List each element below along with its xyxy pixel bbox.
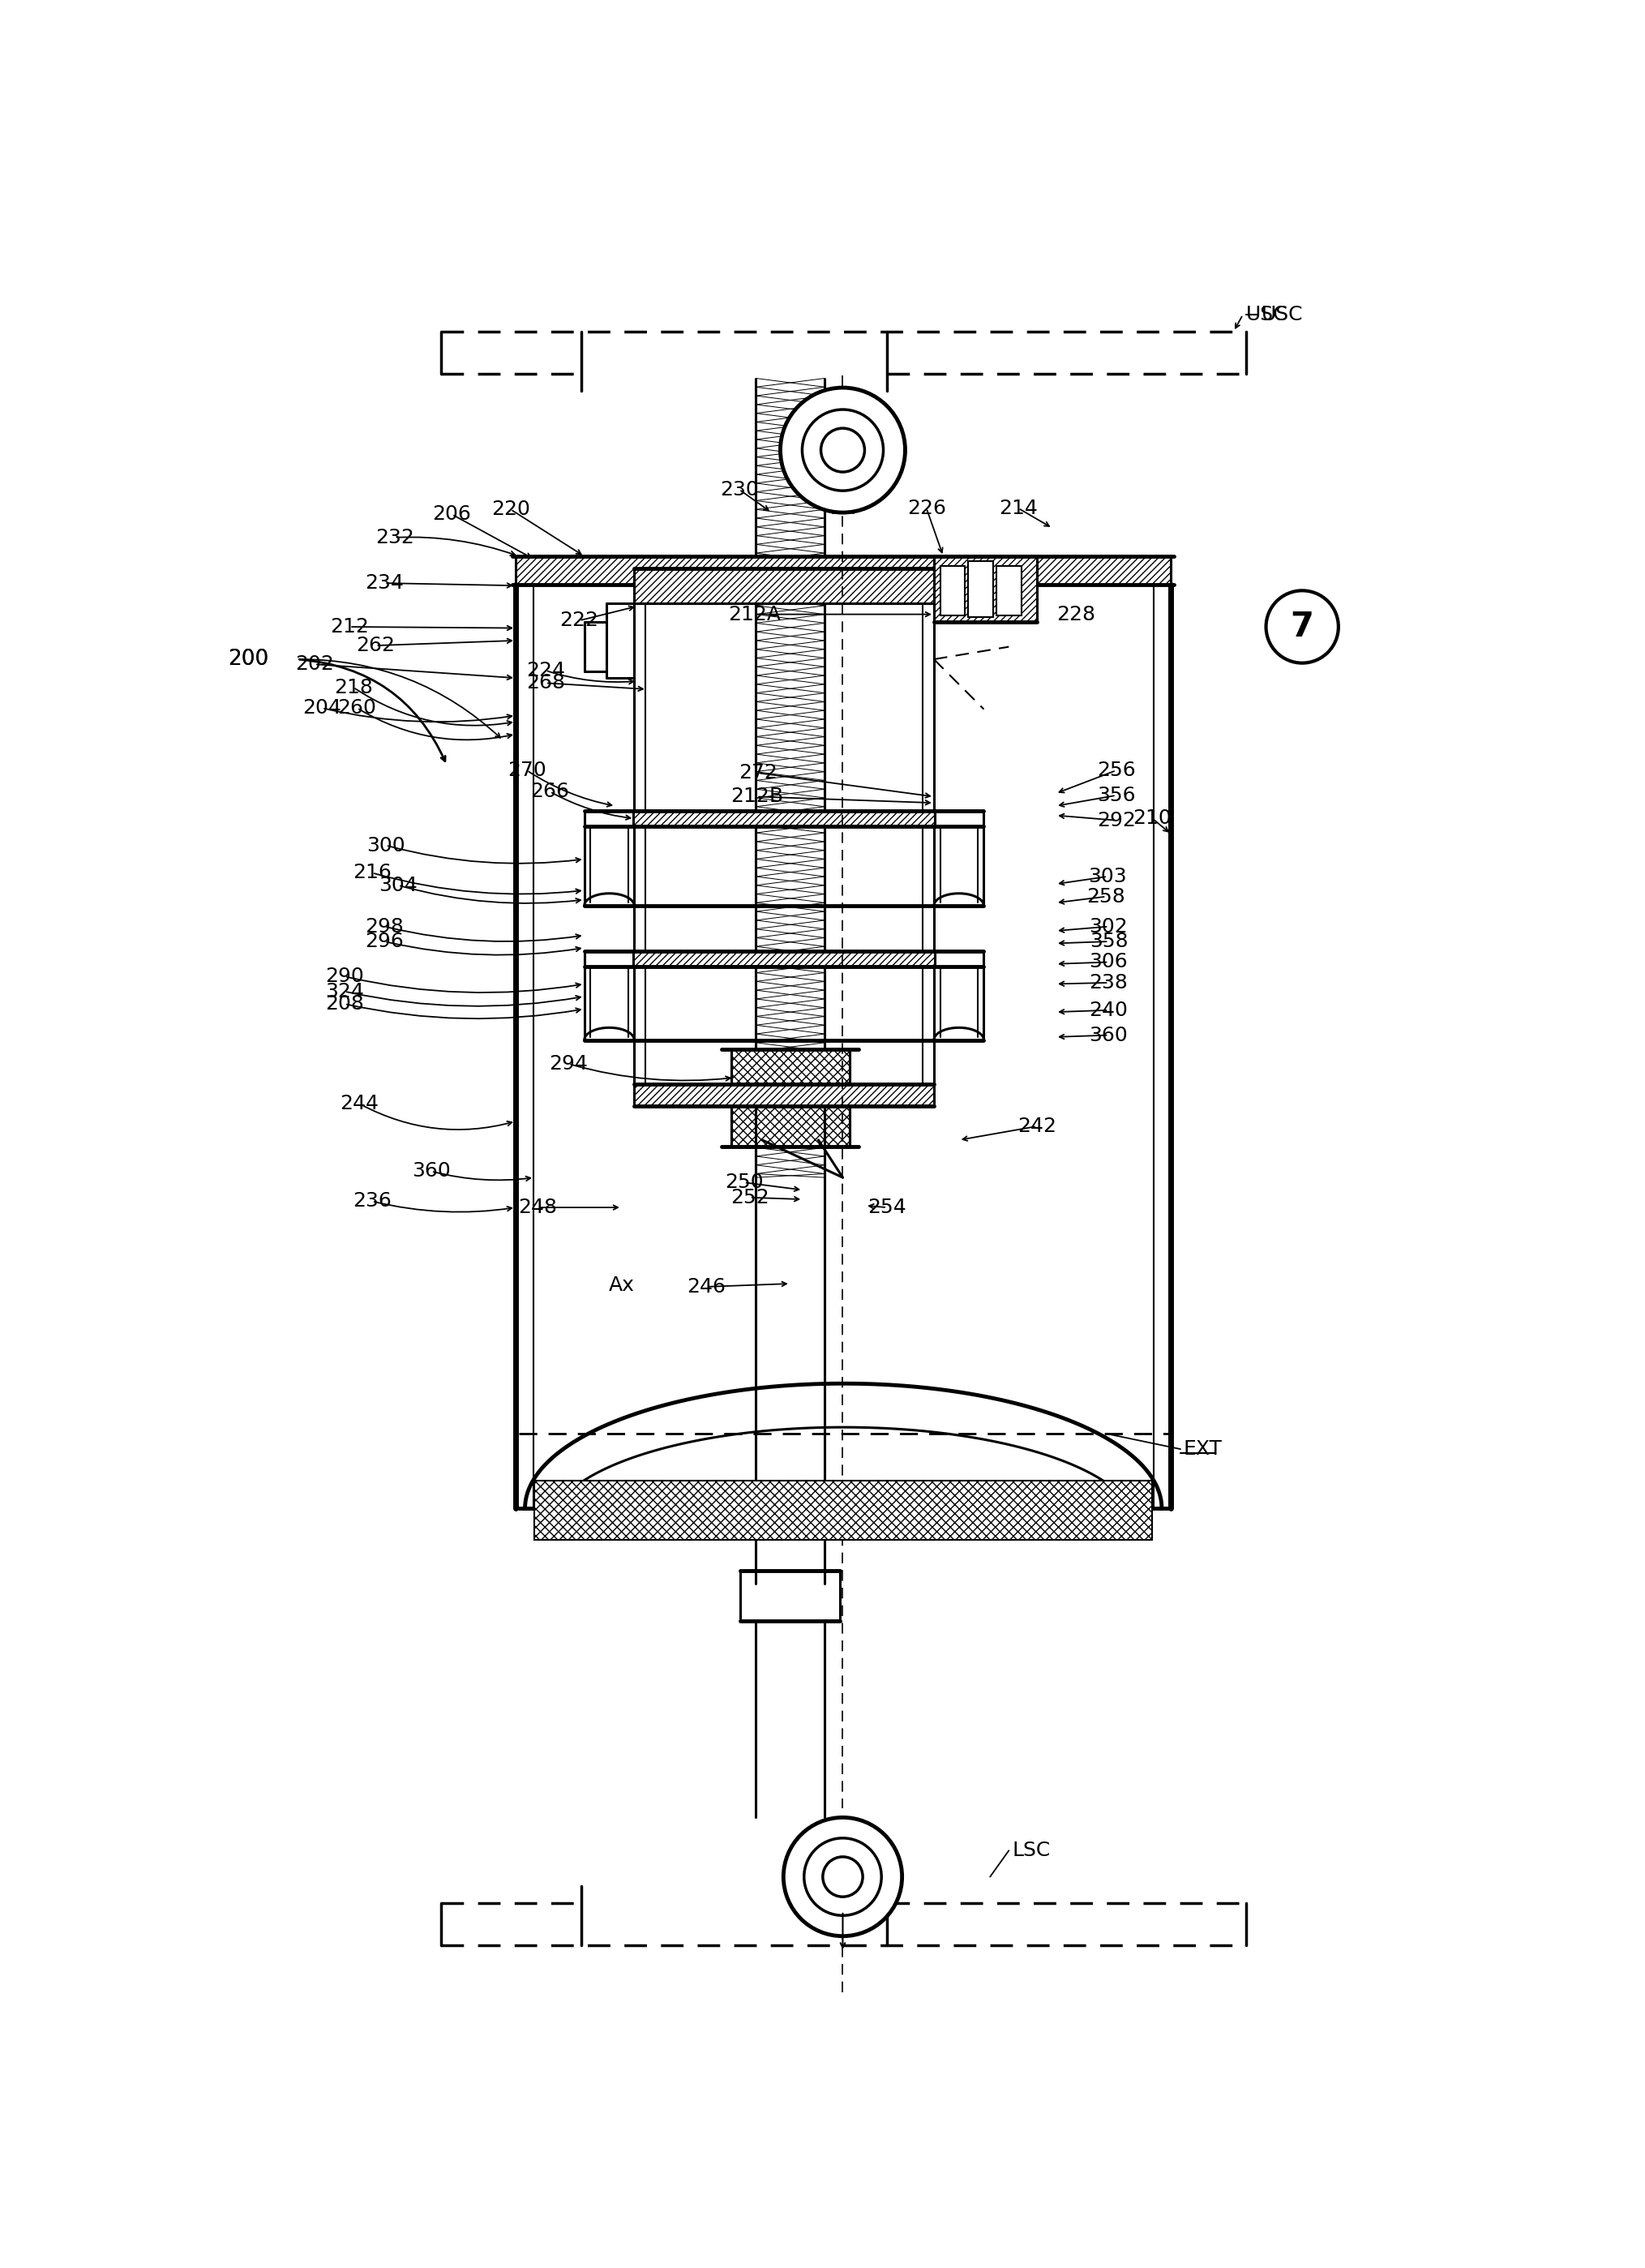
Text: 244: 244: [341, 1093, 378, 1114]
Text: 200: 200: [229, 649, 268, 669]
Bar: [635, 1084, 934, 1107]
Bar: [730, 1050, 849, 1145]
Text: 226: 226: [906, 499, 946, 517]
Text: 306: 306: [1089, 953, 1128, 971]
Text: 250: 250: [725, 1173, 763, 1193]
Bar: [969, 560, 994, 617]
Text: 294: 294: [549, 1055, 589, 1073]
Text: 7: 7: [1290, 610, 1314, 644]
Text: 206: 206: [433, 506, 472, 524]
Text: 208: 208: [326, 993, 364, 1014]
Text: 298: 298: [365, 916, 405, 937]
Text: 236: 236: [352, 1191, 392, 1211]
Circle shape: [803, 411, 883, 490]
Circle shape: [821, 429, 865, 472]
Text: 220: 220: [492, 499, 530, 519]
Text: 240: 240: [1089, 1000, 1128, 1021]
Text: 210: 210: [1133, 810, 1171, 828]
Text: 200: 200: [229, 649, 268, 669]
Text: 228: 228: [1056, 606, 1096, 624]
Text: 360: 360: [411, 1161, 451, 1182]
Text: 230: 230: [721, 481, 758, 499]
Text: 242: 242: [1018, 1116, 1056, 1136]
Bar: [635, 569, 934, 603]
Text: 238: 238: [1089, 973, 1128, 993]
Text: 218: 218: [334, 678, 373, 696]
Bar: [997, 565, 1022, 615]
Text: USC: USC: [1245, 304, 1288, 324]
Text: 292: 292: [1097, 810, 1135, 830]
Text: USC: USC: [1262, 304, 1303, 324]
Text: 234: 234: [365, 574, 405, 592]
Text: 212A: 212A: [727, 606, 780, 624]
Text: 300: 300: [367, 835, 405, 855]
Text: 360: 360: [1089, 1025, 1128, 1046]
Text: 248: 248: [518, 1198, 558, 1218]
Text: 246: 246: [688, 1277, 725, 1297]
Text: 224: 224: [526, 660, 564, 680]
Circle shape: [1267, 590, 1339, 662]
Text: 290: 290: [326, 966, 364, 987]
Text: 356: 356: [1097, 785, 1135, 805]
Text: 258: 258: [1087, 887, 1125, 907]
Bar: [515, 556, 1171, 585]
Text: 272: 272: [739, 762, 776, 782]
Text: 266: 266: [530, 782, 569, 801]
Text: 358: 358: [1089, 932, 1128, 950]
Text: 254: 254: [867, 1198, 906, 1218]
Text: Ax: Ax: [609, 1275, 635, 1295]
Text: 256: 256: [1097, 760, 1135, 780]
Text: EXT: EXT: [1184, 1440, 1222, 1458]
Text: 202: 202: [294, 655, 334, 674]
Bar: [633, 812, 934, 826]
Text: 214: 214: [999, 499, 1038, 517]
Text: 302: 302: [1089, 916, 1128, 937]
Bar: [941, 565, 966, 615]
Text: 216: 216: [352, 864, 392, 882]
Text: 262: 262: [357, 635, 395, 655]
Bar: [934, 556, 1036, 621]
Text: 324: 324: [326, 982, 364, 1000]
Text: 212: 212: [331, 617, 368, 637]
Text: 204: 204: [303, 699, 342, 717]
Bar: [633, 953, 934, 966]
Text: 304: 304: [378, 875, 418, 896]
Circle shape: [783, 1817, 901, 1937]
Text: 232: 232: [375, 528, 415, 547]
Circle shape: [780, 388, 905, 513]
Text: LSC: LSC: [1012, 1842, 1050, 1860]
Text: 260: 260: [337, 699, 377, 717]
Circle shape: [804, 1837, 882, 1916]
Text: 212B: 212B: [730, 787, 783, 807]
Text: 296: 296: [365, 932, 405, 950]
Text: 303: 303: [1087, 866, 1127, 887]
Text: 270: 270: [508, 760, 546, 780]
Text: 222: 222: [559, 610, 599, 631]
Text: 252: 252: [730, 1188, 770, 1207]
Circle shape: [822, 1857, 862, 1896]
Bar: [535, 1481, 1153, 1540]
Text: 268: 268: [526, 674, 564, 692]
